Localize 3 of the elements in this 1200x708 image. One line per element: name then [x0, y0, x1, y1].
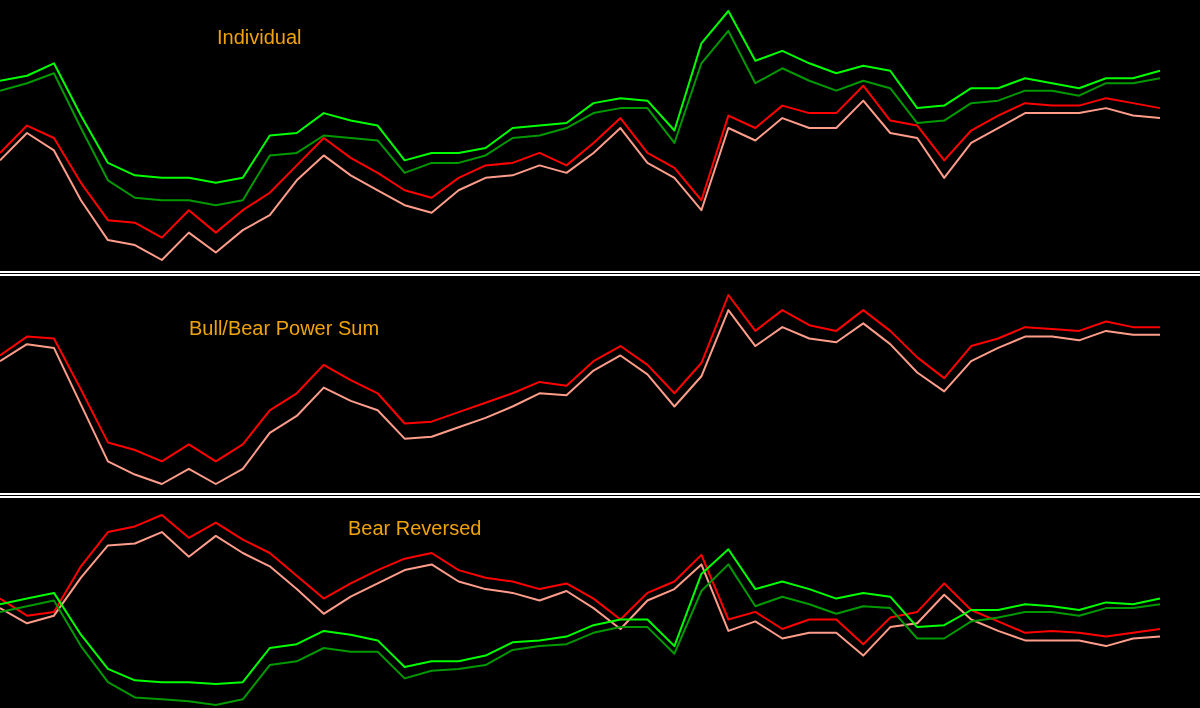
text: Bull/Bear Power Sum	[189, 317, 380, 339]
chart-title: Bear Reversed	[348, 517, 482, 539]
text: Individual	[217, 26, 302, 48]
